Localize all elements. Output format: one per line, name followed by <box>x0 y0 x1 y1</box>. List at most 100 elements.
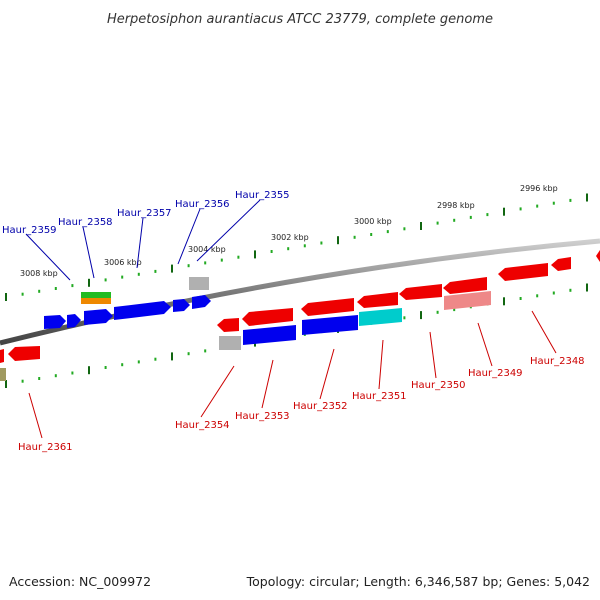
scale-tick <box>469 215 472 219</box>
gene-label-haur-2351[interactable]: Haur_2351 <box>352 391 407 402</box>
scale-tick <box>21 292 24 296</box>
gene-arrow[interactable] <box>242 308 293 326</box>
gene-arrow[interactable] <box>44 315 66 329</box>
scale-tick <box>453 218 456 222</box>
gene-arrow[interactable] <box>84 309 113 325</box>
gene-label-haur-2359[interactable]: Haur_2359 <box>2 225 57 236</box>
gene-arrow[interactable] <box>596 250 600 262</box>
scale-label-3008: 3008 kbp <box>20 269 58 278</box>
scale-tick <box>536 294 539 298</box>
gene-block[interactable] <box>189 277 209 290</box>
gene-label-haur-2355[interactable]: Haur_2355 <box>235 190 290 201</box>
scale-tick <box>353 235 356 239</box>
scale-tick <box>5 293 7 301</box>
gene-arrow[interactable] <box>114 301 171 320</box>
scale-tick <box>121 363 124 367</box>
scale-tick <box>420 311 422 320</box>
scale-tick <box>54 287 57 290</box>
scale-tick <box>519 207 522 211</box>
outer-tick-row <box>5 193 588 301</box>
scale-tick <box>303 244 306 248</box>
scale-tick <box>54 374 57 378</box>
gene-arrow[interactable] <box>357 292 398 308</box>
scale-tick <box>436 221 439 225</box>
scale-tick <box>536 204 539 208</box>
scale-tick <box>38 289 41 293</box>
scale-tick <box>586 283 588 292</box>
gene-label-haur-2352[interactable]: Haur_2352 <box>293 401 348 412</box>
forward-genes <box>44 277 211 329</box>
gene-arrow[interactable] <box>0 349 4 363</box>
scale-tick <box>503 297 505 306</box>
gene-label-haur-2350[interactable]: Haur_2350 <box>411 380 466 391</box>
gene-arrow[interactable] <box>192 295 211 309</box>
scale-tick <box>88 278 90 287</box>
scale-tick <box>287 247 290 251</box>
gene-arrow[interactable] <box>551 257 571 271</box>
gene-label-haur-2356[interactable]: Haur_2356 <box>175 199 230 210</box>
gene-block[interactable] <box>302 315 358 335</box>
gene-arrow[interactable] <box>498 263 548 281</box>
scale-tick <box>370 233 373 236</box>
scale-tick <box>420 222 422 230</box>
gene-block[interactable] <box>444 291 491 310</box>
scale-tick <box>171 352 173 361</box>
scale-tick <box>204 349 207 353</box>
scale-tick <box>154 357 157 361</box>
scale-label-2998: 2998 kbp <box>437 201 475 210</box>
scale-tick <box>320 241 323 245</box>
gene-label-haur-2353[interactable]: Haur_2353 <box>235 411 290 422</box>
gene-label-haur-2348[interactable]: Haur_2348 <box>530 356 585 367</box>
gene-arrow[interactable] <box>399 284 442 300</box>
gene-block[interactable] <box>81 292 111 298</box>
gene-block[interactable] <box>219 336 241 350</box>
gene-arrow[interactable] <box>217 318 239 332</box>
gene-block[interactable] <box>0 368 6 381</box>
scale-tick <box>386 230 389 234</box>
gene-block[interactable] <box>243 325 296 345</box>
gene-label-haur-2358[interactable]: Haur_2358 <box>58 217 113 228</box>
scale-tick <box>187 352 190 356</box>
scale-label-3006: 3006 kbp <box>104 258 142 267</box>
scale-tick <box>38 377 41 380</box>
scale-tick <box>104 278 107 282</box>
reverse-genes <box>0 250 600 381</box>
map-title: Herpetosiphon aurantiacus ATCC 23779, co… <box>107 12 493 27</box>
gene-arrow[interactable] <box>173 299 190 312</box>
scale-tick <box>187 264 190 268</box>
scale-tick <box>337 236 339 245</box>
scale-tick <box>453 308 456 312</box>
scale-tick <box>204 261 207 265</box>
scale-tick <box>403 227 406 231</box>
scale-tick <box>254 250 256 259</box>
scale-tick <box>552 291 555 295</box>
scale-label-3002: 3002 kbp <box>271 233 309 242</box>
scale-tick <box>154 269 157 273</box>
scale-tick <box>220 258 223 262</box>
scale-tick <box>569 288 572 292</box>
gene-label-haur-2357[interactable]: Haur_2357 <box>117 208 172 219</box>
gene-arrow[interactable] <box>443 277 487 294</box>
scale-tick <box>71 284 74 288</box>
gene-label-haur-2354[interactable]: Haur_2354 <box>175 420 230 431</box>
gene-label-haur-2349[interactable]: Haur_2349 <box>468 368 523 379</box>
gene-arrow[interactable] <box>8 346 40 361</box>
scale-tick <box>171 264 173 273</box>
genome-summary-text: Topology: circular; Length: 6,346,587 bp… <box>246 574 590 589</box>
gene-block[interactable] <box>359 308 402 326</box>
scale-tick <box>586 193 588 202</box>
scale-tick <box>569 198 572 202</box>
gene-label-haur-2361[interactable]: Haur_2361 <box>18 442 73 453</box>
leader-lines <box>25 199 557 439</box>
scale-label-2996: 2996 kbp <box>520 184 558 193</box>
gene-arrow[interactable] <box>301 298 354 316</box>
scale-label-3004: 3004 kbp <box>188 245 226 254</box>
scale-tick <box>519 297 522 300</box>
gene-block[interactable] <box>81 298 111 304</box>
scale-tick <box>403 316 406 320</box>
scale-tick <box>552 201 555 205</box>
gene-arrow[interactable] <box>67 314 81 328</box>
scale-tick <box>486 213 489 217</box>
scale-label-3000: 3000 kbp <box>354 217 392 226</box>
